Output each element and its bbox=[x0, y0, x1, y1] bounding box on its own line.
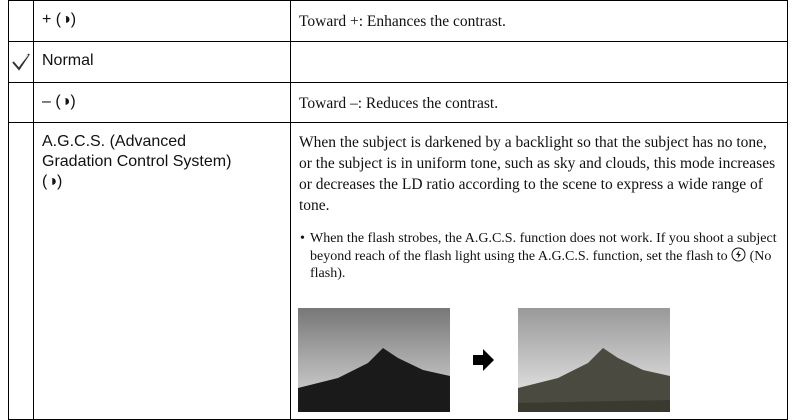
setting: – (◑) bbox=[33, 82, 291, 123]
note-text: When the flash strobes, the A.G.C.S. fun… bbox=[310, 231, 777, 264]
mark-cell bbox=[8, 41, 34, 83]
setting: + (◑) bbox=[33, 0, 291, 42]
photo-after bbox=[518, 308, 670, 412]
example-photos bbox=[298, 308, 670, 412]
check-icon bbox=[12, 53, 30, 71]
note: • When the flash strobes, the A.G.C.S. fu… bbox=[300, 231, 777, 281]
mark-cell bbox=[8, 122, 34, 420]
description bbox=[290, 41, 788, 83]
no-flash-icon bbox=[731, 247, 746, 262]
setting: A.G.C.S. (Advanced Gradation Control Sys… bbox=[33, 122, 291, 420]
description: Toward –: Reduces the contrast. bbox=[290, 82, 788, 123]
setting: Normal bbox=[33, 41, 291, 83]
mark-cell bbox=[8, 82, 34, 123]
note-text: (No flash). bbox=[310, 249, 772, 281]
description: Toward +: Enhances the contrast. bbox=[290, 0, 788, 42]
description: When the subject is darkened by a backli… bbox=[290, 122, 788, 420]
photo-before bbox=[298, 308, 450, 412]
arrow bbox=[473, 349, 494, 371]
mark-cell bbox=[8, 0, 34, 42]
